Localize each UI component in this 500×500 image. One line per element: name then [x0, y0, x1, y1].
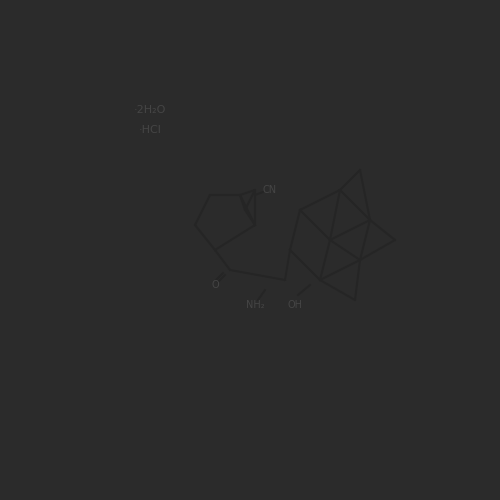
- Text: O: O: [211, 280, 219, 290]
- Text: NH₂: NH₂: [246, 300, 264, 310]
- Text: ·2H₂O: ·2H₂O: [134, 105, 166, 115]
- Text: OH: OH: [288, 300, 302, 310]
- Text: ·HCl: ·HCl: [138, 125, 162, 135]
- Text: CN: CN: [263, 185, 277, 195]
